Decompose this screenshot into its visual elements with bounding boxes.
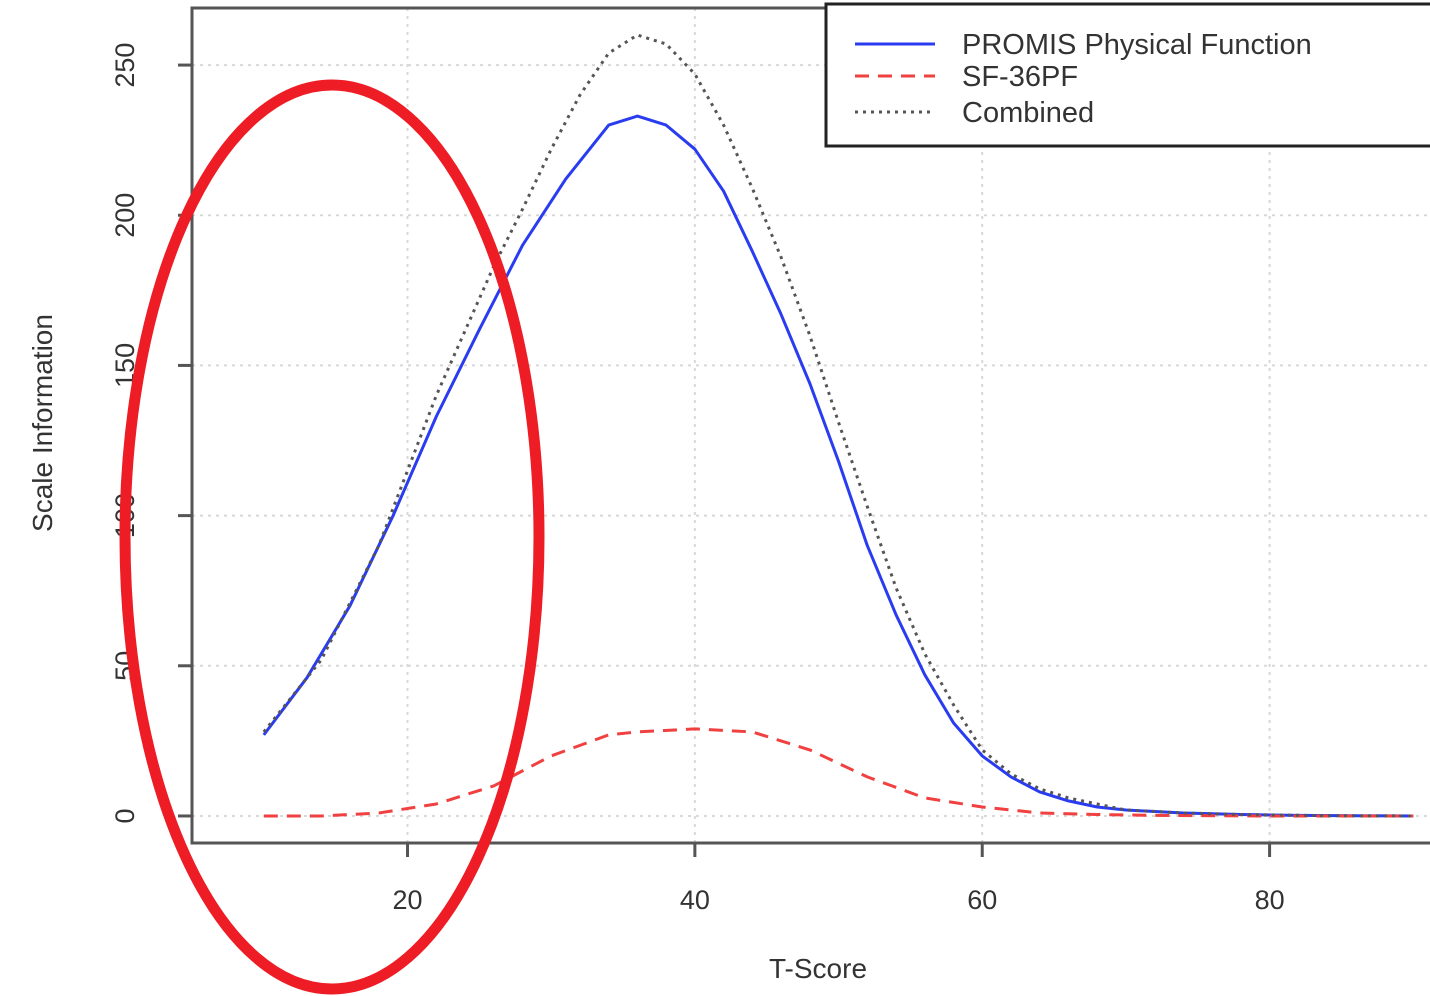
series-line-0	[262, 114, 1414, 818]
plot-frame	[190, 6, 1430, 845]
series-line-2	[262, 33, 1414, 818]
x-axis-label: T-Score	[769, 953, 867, 984]
y-tick-label: 250	[110, 43, 140, 88]
y-tick-label: 0	[110, 808, 140, 823]
legend-label-promis: PROMIS Physical Function	[962, 29, 1312, 61]
legend-label-sf36pf: SF-36PF	[962, 61, 1078, 93]
series-line-1	[263, 727, 1414, 818]
x-tick-label: 40	[680, 885, 710, 915]
y-tick-label: 200	[110, 193, 140, 238]
legend-box	[824, 2, 1430, 148]
x-tick-label: 60	[967, 885, 997, 915]
legend: PROMIS Physical Function SF-36PF Combine…	[824, 2, 1430, 148]
x-tick-label: 20	[392, 885, 422, 915]
series-layer	[262, 33, 1414, 818]
y-axis-label: Scale Information	[27, 314, 58, 532]
legend-label-combined: Combined	[962, 97, 1094, 129]
x-tick-label: 80	[1255, 885, 1285, 915]
red-ellipse-annotation	[119, 79, 545, 995]
